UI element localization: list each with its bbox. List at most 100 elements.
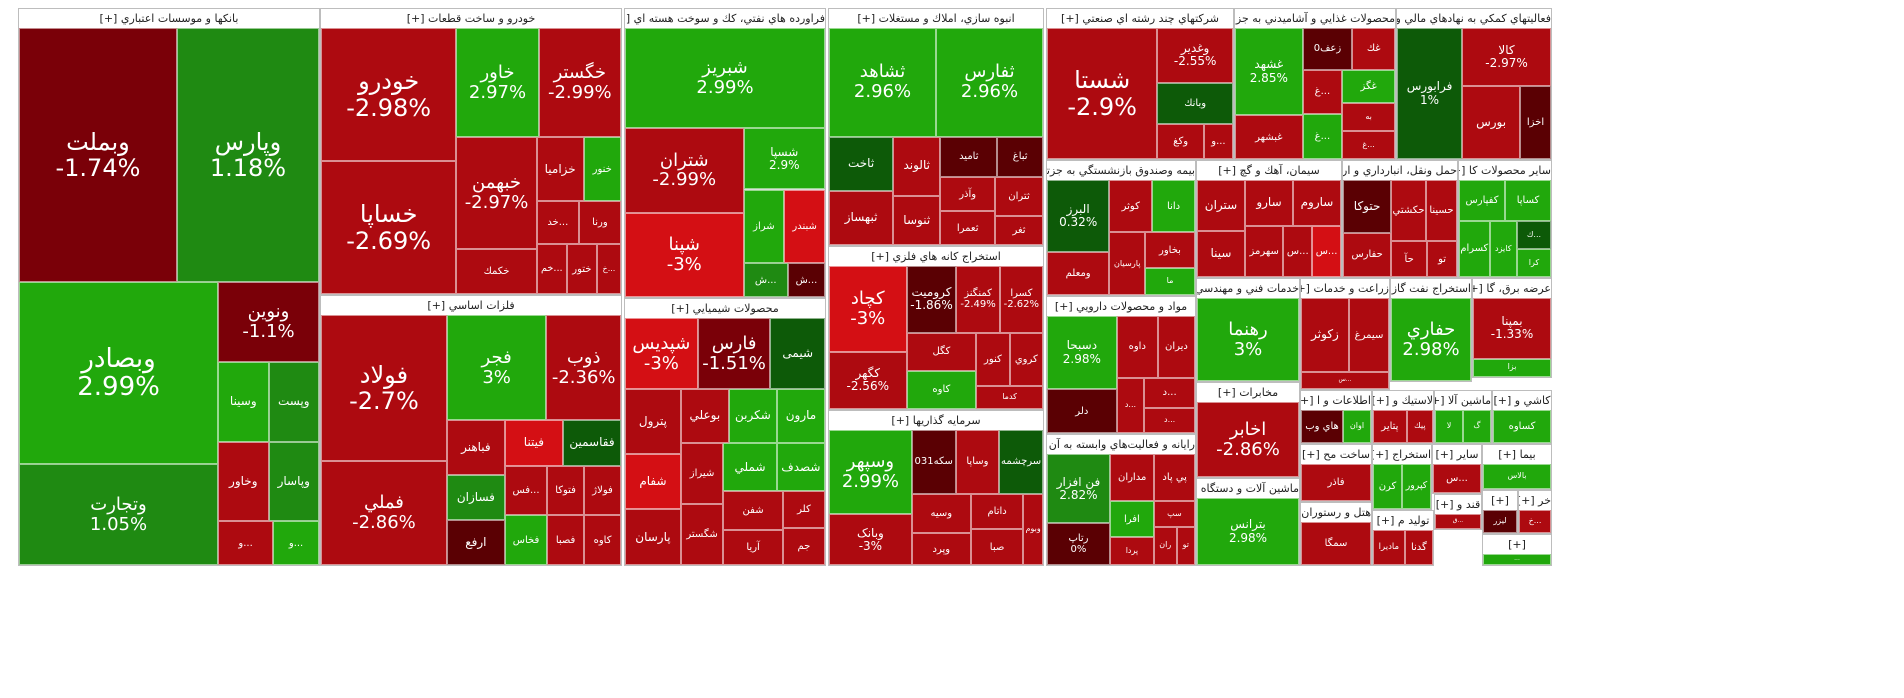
stock-tile[interactable]: حفارس bbox=[1343, 232, 1392, 277]
stock-tile[interactable]: كايزد bbox=[1489, 221, 1517, 277]
stock-tile[interactable]: كساپا bbox=[1505, 180, 1551, 222]
stock-tile[interactable]: دسبحا 2.98% bbox=[1047, 316, 1117, 390]
stock-tile[interactable]: سارو bbox=[1245, 180, 1293, 226]
stock-tile[interactable]: سيمرغ bbox=[1349, 298, 1389, 373]
stock-tile[interactable]: كسرام bbox=[1459, 221, 1490, 277]
stock-tile[interactable]: ديران bbox=[1157, 316, 1195, 378]
sector-header[interactable]: [+] bbox=[1483, 491, 1517, 511]
stock-tile[interactable]: خد... bbox=[536, 201, 579, 245]
stock-tile[interactable]: حسينا bbox=[1425, 180, 1457, 242]
stock-tile[interactable]: كدما bbox=[976, 385, 1043, 409]
stock-tile[interactable]: فرابورس 1% bbox=[1397, 28, 1463, 159]
stock-tile[interactable]: ثشاهد 2.96% bbox=[829, 28, 936, 137]
stock-tile[interactable]: شیمی bbox=[770, 318, 825, 390]
stock-tile[interactable]: كسرا -2.62% bbox=[999, 266, 1043, 333]
stock-tile[interactable]: ك... bbox=[1516, 221, 1551, 250]
stock-tile[interactable]: ثالوند bbox=[893, 136, 941, 196]
stock-tile[interactable]: كمنگنز -2.49% bbox=[956, 266, 1000, 333]
sector-header[interactable]: بيما [+] bbox=[1483, 445, 1551, 465]
stock-tile[interactable]: ومعلم bbox=[1047, 251, 1110, 295]
stock-tile[interactable]: فباهنر bbox=[446, 420, 505, 475]
stock-tile[interactable]: بزا bbox=[1473, 358, 1551, 377]
sector-header[interactable]: خدمات فني و مهندسي [+] bbox=[1197, 279, 1299, 299]
sector-header[interactable]: [+] bbox=[1483, 535, 1551, 555]
stock-tile[interactable]: اوان bbox=[1343, 410, 1371, 443]
stock-tile[interactable]: صبا bbox=[970, 529, 1024, 565]
stock-tile[interactable]: خزامیا bbox=[536, 137, 584, 202]
stock-tile[interactable]: فولاژ bbox=[584, 465, 621, 516]
stock-tile[interactable]: ماديرا bbox=[1373, 530, 1405, 565]
stock-tile[interactable]: خ... bbox=[1519, 510, 1551, 533]
stock-tile[interactable]: خساپا -2.69% bbox=[321, 161, 457, 294]
stock-tile[interactable]: شپديس -3% bbox=[625, 318, 698, 390]
stock-tile[interactable]: س... bbox=[1301, 372, 1389, 389]
sector-header[interactable]: خر [+] bbox=[1519, 491, 1551, 511]
stock-tile[interactable]: كوثر bbox=[1109, 180, 1153, 233]
stock-tile[interactable]: كلر bbox=[782, 491, 825, 529]
stock-tile[interactable]: وآذر bbox=[940, 177, 996, 212]
stock-tile[interactable]: لا bbox=[1435, 410, 1463, 443]
stock-tile[interactable]: وبانک -3% bbox=[829, 514, 912, 565]
stock-tile[interactable]: و... bbox=[1203, 123, 1233, 159]
stock-tile[interactable]: سينا bbox=[1197, 231, 1245, 277]
stock-tile[interactable]: حتوكا bbox=[1343, 180, 1392, 233]
sector-header[interactable]: ساير محصولات كا [+] bbox=[1459, 161, 1551, 181]
stock-tile[interactable]: ونوين -1.1% bbox=[218, 282, 319, 363]
stock-tile[interactable]: و... bbox=[273, 521, 319, 565]
stock-tile[interactable]: بوعلي bbox=[680, 389, 729, 443]
stock-tile[interactable]: ثاخت bbox=[829, 136, 894, 191]
stock-tile[interactable]: ش... bbox=[787, 263, 825, 297]
stock-tile[interactable]: وسيه bbox=[911, 493, 971, 534]
stock-tile[interactable]: فجر 3% bbox=[446, 315, 547, 421]
stock-tile[interactable]: وتجارت 1.05% bbox=[19, 464, 219, 565]
stock-tile[interactable]: پيك bbox=[1406, 410, 1433, 443]
stock-tile[interactable]: فصبا bbox=[547, 515, 585, 565]
stock-tile[interactable]: ارفع bbox=[446, 519, 505, 565]
stock-tile[interactable]: ثباغ bbox=[997, 136, 1043, 178]
sector-header[interactable]: استخراج [+] bbox=[1373, 445, 1431, 465]
stock-tile[interactable]: شستا -2.9% bbox=[1047, 28, 1158, 159]
stock-tile[interactable]: گدنا bbox=[1404, 530, 1433, 565]
stock-tile[interactable]: شصدف bbox=[776, 442, 825, 492]
stock-tile[interactable]: فن افزار 2.82% bbox=[1047, 454, 1110, 524]
stock-tile[interactable]: سمگا bbox=[1301, 522, 1371, 565]
sector-header[interactable]: سيمان، آهك و گچ [+] bbox=[1197, 161, 1341, 181]
stock-tile[interactable]: ساروم bbox=[1293, 180, 1341, 226]
stock-tile[interactable]: كاوه bbox=[906, 370, 977, 409]
stock-tile[interactable]: وبانك bbox=[1157, 82, 1233, 124]
stock-tile[interactable]: غ... bbox=[1302, 114, 1343, 159]
stock-tile[interactable]: ... bbox=[1483, 554, 1551, 565]
stock-tile[interactable]: پردا bbox=[1109, 537, 1154, 565]
stock-tile[interactable]: وكغ bbox=[1157, 123, 1204, 159]
stock-tile[interactable]: پي پاد bbox=[1154, 454, 1195, 502]
stock-tile[interactable]: خودرو -2.98% bbox=[321, 28, 457, 161]
stock-tile[interactable]: به bbox=[1342, 103, 1395, 132]
sector-header[interactable]: فعاليتهاي كمكي به نهادهاي مالي وا [+] bbox=[1397, 9, 1551, 29]
sector-header[interactable]: رايانه و فعاليت‌هاي وابسته به آن [+] bbox=[1047, 435, 1195, 455]
stock-tile[interactable]: كگهر -2.56% bbox=[829, 351, 907, 409]
stock-tile[interactable]: غك bbox=[1352, 28, 1395, 70]
sector-header[interactable]: بیمه وصندوق بازنشستگي به جزتامين [+] bbox=[1047, 161, 1195, 181]
sector-header[interactable]: حمل ونقل، انبارداري و ار [+] bbox=[1343, 161, 1457, 181]
stock-tile[interactable]: وپارس 1.18% bbox=[176, 28, 319, 283]
stock-tile[interactable]: ستران bbox=[1197, 180, 1245, 232]
stock-tile[interactable]: شپنا -3% bbox=[625, 212, 744, 297]
stock-tile[interactable]: دلر bbox=[1047, 389, 1117, 433]
stock-tile[interactable]: پارسیان bbox=[1109, 232, 1145, 295]
sector-header[interactable]: ماشين آلات و دستگاه [+] bbox=[1197, 479, 1299, 499]
stock-tile[interactable]: كگل bbox=[906, 332, 977, 371]
stock-tile[interactable]: كروي bbox=[1009, 332, 1043, 386]
stock-tile[interactable]: تو bbox=[1176, 526, 1195, 565]
sector-header[interactable]: محصولات شيميايي [+] bbox=[625, 299, 825, 319]
sector-header[interactable]: عرضه برق، گا [+] bbox=[1473, 279, 1551, 299]
sector-header[interactable]: كاشي و [+] bbox=[1493, 391, 1551, 411]
stock-tile[interactable]: مداران bbox=[1109, 454, 1155, 502]
stock-tile[interactable]: وخاور bbox=[218, 441, 269, 522]
stock-tile[interactable]: داتام bbox=[970, 493, 1024, 530]
sector-header[interactable]: هتل و رستوران [+] bbox=[1301, 503, 1371, 523]
stock-tile[interactable]: خم... bbox=[536, 244, 567, 294]
stock-tile[interactable]: سپ bbox=[1153, 501, 1195, 527]
stock-tile[interactable]: ثامید bbox=[940, 136, 998, 178]
stock-tile[interactable]: شبندر bbox=[784, 189, 825, 264]
stock-tile[interactable]: خ... bbox=[596, 244, 621, 294]
